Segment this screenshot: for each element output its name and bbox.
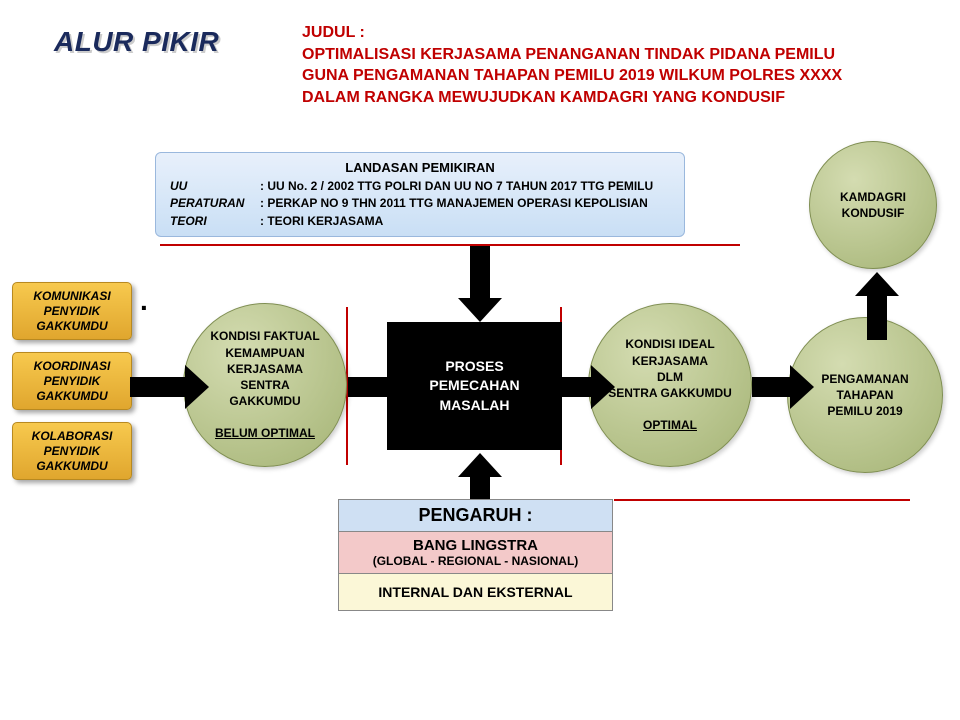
arrow-right (348, 365, 412, 409)
circle-kamdagri: KAMDAGRIKONDUSIF (809, 141, 937, 269)
arrow-right (561, 365, 615, 409)
judul-line-0: OPTIMALISASI KERJASAMA PENANGANAN TINDAK… (302, 44, 842, 66)
judul-label: JUDUL : (302, 22, 842, 44)
proses-text: PROSES PEMECAHAN MASALAH (429, 357, 519, 416)
proses-box: PROSES PEMECAHAN MASALAH (387, 322, 562, 450)
pengaruh-seg-0: PENGARUH : (339, 500, 612, 532)
orange-box: KOORDINASI PENYIDIK GAKKUMDU (12, 352, 132, 410)
judul-block: JUDUL : OPTIMALISASI KERJASAMA PENANGANA… (302, 22, 842, 108)
landasan-row-teori: TEORI : TEORI KERJASAMA (170, 213, 670, 230)
arrow-up (855, 272, 899, 340)
landasan-row-peraturan: PERATURAN : PERKAP NO 9 THN 2011 TTG MAN… (170, 195, 670, 212)
judul-line-1: GUNA PENGAMANAN TAHAPAN PEMILU 2019 WILK… (302, 65, 842, 87)
judul-line-2: DALAM RANGKA MEWUJUDKAN KAMDAGRI YANG KO… (302, 87, 842, 109)
page-title: ALUR PIKIR (54, 26, 219, 58)
landasan-header: LANDASAN PEMIKIRAN (170, 159, 670, 178)
pengaruh-seg-1: BANG LINGSTRA (339, 532, 612, 554)
red-line (160, 244, 740, 246)
pengaruh-stack: PENGARUH : BANG LINGSTRA (GLOBAL - REGIO… (338, 499, 613, 611)
red-line (614, 499, 910, 501)
landasan-box: LANDASAN PEMIKIRAN UU : UU No. 2 / 2002 … (155, 152, 685, 237)
orange-box: KOLABORASI PENYIDIK GAKKUMDU (12, 422, 132, 480)
pengaruh-seg-2: (GLOBAL - REGIONAL - NASIONAL) (339, 554, 612, 574)
orange-box: KOMUNIKASI PENYIDIK GAKKUMDU (12, 282, 132, 340)
arrow-right (752, 365, 814, 409)
arrow-right (130, 365, 209, 409)
dot: . (140, 285, 148, 317)
pengaruh-seg-3: INTERNAL DAN EKSTERNAL (339, 574, 612, 610)
landasan-row-uu: UU : UU No. 2 / 2002 TTG POLRI DAN UU NO… (170, 178, 670, 195)
arrow-down (458, 246, 502, 322)
